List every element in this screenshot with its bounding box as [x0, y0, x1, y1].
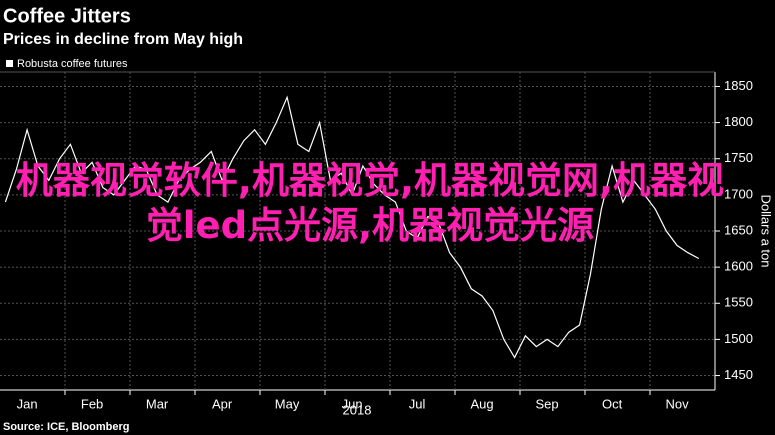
data-line — [4, 95, 700, 359]
x-tick-label: Nov — [666, 396, 690, 411]
x-tick-label: May — [275, 396, 300, 411]
x-tick-label: Jan — [17, 396, 38, 411]
y-tick-label: 1550 — [724, 295, 753, 310]
y-axis-title: Dollars a ton — [759, 195, 774, 268]
x-tick-label: Mar — [146, 396, 169, 411]
y-tick-label: 1650 — [724, 222, 753, 237]
chart-subtitle: Prices in decline from May high — [3, 31, 243, 48]
legend-swatch — [6, 60, 13, 67]
y-tick-label: 1850 — [724, 78, 753, 93]
legend-label: Robusta coffee futures — [17, 58, 128, 70]
x-tick-label: Oct — [602, 396, 623, 411]
source-note: Source: ICE, Bloomberg — [3, 421, 130, 433]
y-tick-label: 1800 — [724, 114, 753, 129]
x-tick-label: Apr — [212, 396, 233, 411]
y-tick-label: 1600 — [724, 259, 753, 274]
chart-title: Coffee Jitters — [3, 5, 131, 27]
y-tick-label: 1750 — [724, 150, 753, 165]
y-tick-label: 1500 — [724, 331, 753, 346]
overlay-text: 机器视觉软件,机器视觉,机器视觉网,机器视觉led点光源,机器视觉光源 — [15, 159, 725, 247]
y-tick-label: 1700 — [724, 186, 753, 201]
x-tick-label: Jun — [342, 396, 363, 411]
y-tick-label: 1450 — [724, 367, 753, 382]
x-tick-label: Jul — [409, 396, 426, 411]
x-tick-label: Feb — [81, 396, 103, 411]
x-tick-label: Sep — [536, 396, 559, 411]
x-tick-label: Aug — [471, 396, 494, 411]
x-axis-title: 2018 — [343, 402, 372, 417]
